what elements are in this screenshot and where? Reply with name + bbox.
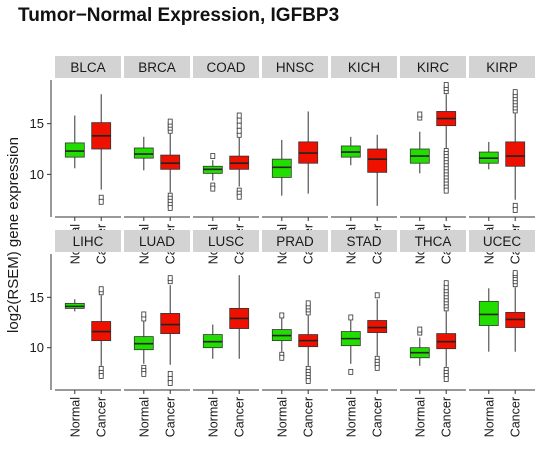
outlier-point: [443, 187, 449, 194]
panel-label-luad: LUAD: [139, 234, 175, 249]
panel-strip-kich: [331, 56, 397, 78]
panel-strip-luad: [124, 230, 190, 252]
panel-strip-stad: [331, 230, 397, 252]
panel-label-lihc: LIHC: [73, 234, 104, 249]
x-tick-label-normal: Normal: [482, 397, 496, 437]
x-tick-label-normal: Normal: [344, 397, 358, 437]
outlier-point: [443, 82, 449, 88]
panel-strip-brca: [124, 56, 190, 78]
panel-strip-thca: [400, 230, 466, 252]
panel-label-kirc: KIRC: [417, 60, 450, 75]
panel-label-brca: BRCA: [138, 60, 176, 75]
box-brca-cancer: [160, 154, 181, 170]
box-blca-normal: [64, 142, 85, 158]
panel-strip-lusc: [193, 230, 259, 252]
box-stad-cancer: [367, 320, 388, 333]
y-tick-label: 15: [30, 290, 44, 305]
panel-strip-lihc: [55, 230, 121, 252]
outlier-point: [512, 89, 518, 96]
outlier-point: [374, 292, 380, 299]
x-tick-label-normal: Normal: [68, 397, 82, 437]
outlier-point: [305, 300, 311, 307]
panel-label-thca: THCA: [415, 234, 452, 249]
y-tick-label: 10: [30, 340, 44, 355]
outlier-point: [374, 364, 380, 371]
x-tick-label-normal: Normal: [275, 397, 289, 437]
x-tick-label-normal: Normal: [206, 397, 220, 437]
panel-label-hnsc: HNSC: [276, 60, 315, 75]
y-axis-label: log2(RSEM) gene expression: [5, 137, 22, 333]
x-tick-label-cancer: Cancer: [440, 397, 454, 437]
outlier-point: [417, 326, 423, 333]
panel-label-stad: STAD: [346, 234, 381, 249]
panel-strip-blca: [55, 56, 121, 78]
plot-area: 10 15 BLCA Normal Cancer BRCA Normal Cancer COAD…: [30, 56, 535, 437]
x-tick-label-cancer: Cancer: [95, 397, 109, 437]
x-tick-label-cancer: Cancer: [302, 397, 316, 437]
outlier-point: [167, 275, 173, 282]
outlier-point: [141, 311, 147, 318]
outlier-point: [236, 112, 242, 119]
outlier-point: [167, 370, 173, 377]
chart-title: Tumor−Normal Expression, IGFBP3: [18, 5, 339, 26]
outlier-point: [236, 122, 242, 129]
x-tick-label-normal: Normal: [137, 397, 151, 437]
outlier-point: [98, 286, 104, 293]
x-tick-label-cancer: Cancer: [233, 397, 247, 437]
panel-label-prad: PRAD: [276, 234, 314, 249]
panel-label-lusc: LUSC: [208, 234, 244, 249]
outlier-point: [141, 370, 147, 377]
x-tick-label-cancer: Cancer: [371, 397, 385, 437]
outlier-point: [167, 204, 173, 211]
outlier-point: [98, 198, 104, 205]
box-kich-cancer: [367, 148, 388, 173]
outlier-point: [279, 354, 285, 361]
box-brca-normal: [133, 147, 154, 159]
outlier-point: [279, 312, 285, 319]
outlier-point: [443, 376, 449, 382]
panel-strip-coad: [193, 56, 259, 78]
outlier-point: [167, 118, 173, 125]
outlier-point: [236, 117, 242, 124]
y-tick-label: 10: [30, 167, 44, 182]
panel-strip-ucec: [469, 230, 535, 252]
panel-label-kich: KICH: [348, 60, 380, 75]
outlier-point: [210, 185, 216, 192]
outlier-point: [417, 111, 423, 118]
panel-strip-prad: [262, 230, 328, 252]
panel-strip-hnsc: [262, 56, 328, 78]
x-tick-label-cancer: Cancer: [164, 397, 178, 437]
x-tick-label-cancer: Cancer: [509, 397, 523, 437]
outlier-point: [512, 270, 518, 277]
outlier-point: [236, 193, 242, 200]
panel-label-ucec: UCEC: [483, 234, 522, 249]
box-ucec-normal: [478, 300, 499, 326]
panel-label-kirp: KIRP: [486, 60, 518, 75]
x-tick-label-normal: Normal: [413, 397, 427, 437]
outlier-point: [236, 127, 242, 134]
panel-label-coad: COAD: [206, 60, 245, 75]
box-luad-cancer: [160, 313, 181, 334]
panel-strip-kirp: [469, 56, 535, 78]
panel-strip-kirc: [400, 56, 466, 78]
outlier-point: [210, 153, 216, 160]
y-tick-label: 15: [30, 116, 44, 131]
outlier-point: [305, 378, 311, 384]
outlier-point: [443, 280, 449, 287]
box-kirp-cancer: [505, 141, 526, 167]
panel-label-blca: BLCA: [70, 60, 105, 75]
outlier-point: [512, 206, 518, 213]
outlier-point: [167, 380, 173, 386]
outlier-point: [348, 314, 354, 321]
box-hnsc-normal: [271, 158, 292, 178]
outlier-point: [98, 372, 104, 379]
outlier-point: [348, 368, 354, 375]
